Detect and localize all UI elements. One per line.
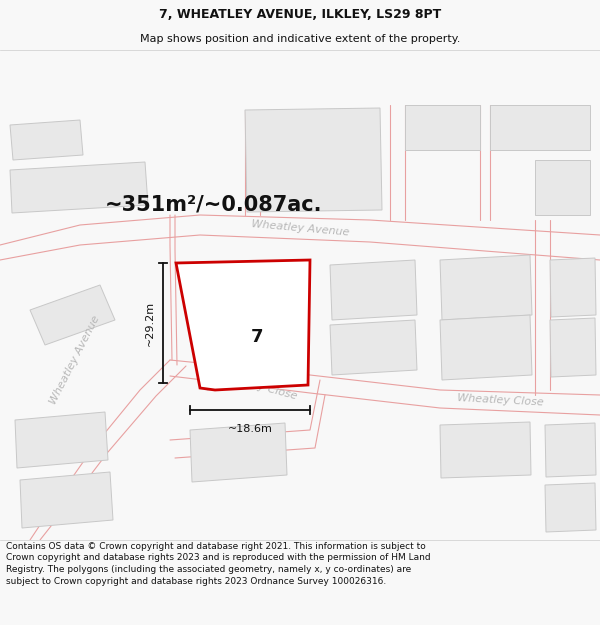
Polygon shape — [545, 483, 596, 532]
Text: 7: 7 — [251, 328, 263, 346]
Text: Wheatley Avenue: Wheatley Avenue — [251, 219, 349, 238]
Text: Wheatley Close: Wheatley Close — [457, 392, 544, 408]
Polygon shape — [535, 160, 590, 215]
Text: ~18.6m: ~18.6m — [227, 424, 272, 434]
Polygon shape — [10, 120, 83, 160]
Polygon shape — [20, 472, 113, 528]
Text: Map shows position and indicative extent of the property.: Map shows position and indicative extent… — [140, 34, 460, 44]
Polygon shape — [205, 345, 277, 390]
Polygon shape — [405, 105, 480, 150]
Polygon shape — [190, 423, 287, 482]
Text: ~29.2m: ~29.2m — [145, 301, 155, 346]
Polygon shape — [330, 260, 417, 320]
Polygon shape — [440, 315, 532, 380]
Polygon shape — [545, 423, 596, 477]
Polygon shape — [490, 105, 590, 150]
Polygon shape — [440, 255, 532, 320]
Polygon shape — [550, 258, 596, 317]
Text: 7, WHEATLEY AVENUE, ILKLEY, LS29 8PT: 7, WHEATLEY AVENUE, ILKLEY, LS29 8PT — [159, 8, 441, 21]
Text: Wheatley Avenue: Wheatley Avenue — [48, 314, 102, 406]
Polygon shape — [15, 412, 108, 468]
Polygon shape — [200, 285, 273, 345]
Polygon shape — [550, 318, 596, 377]
Text: ~351m²/~0.087ac.: ~351m²/~0.087ac. — [105, 195, 323, 215]
Text: Wheatley Close: Wheatley Close — [212, 369, 298, 401]
Text: Contains OS data © Crown copyright and database right 2021. This information is : Contains OS data © Crown copyright and d… — [6, 542, 431, 586]
Polygon shape — [30, 285, 115, 345]
Polygon shape — [440, 422, 531, 478]
Polygon shape — [245, 108, 382, 212]
Polygon shape — [10, 162, 148, 213]
Polygon shape — [176, 260, 310, 390]
Polygon shape — [330, 320, 417, 375]
